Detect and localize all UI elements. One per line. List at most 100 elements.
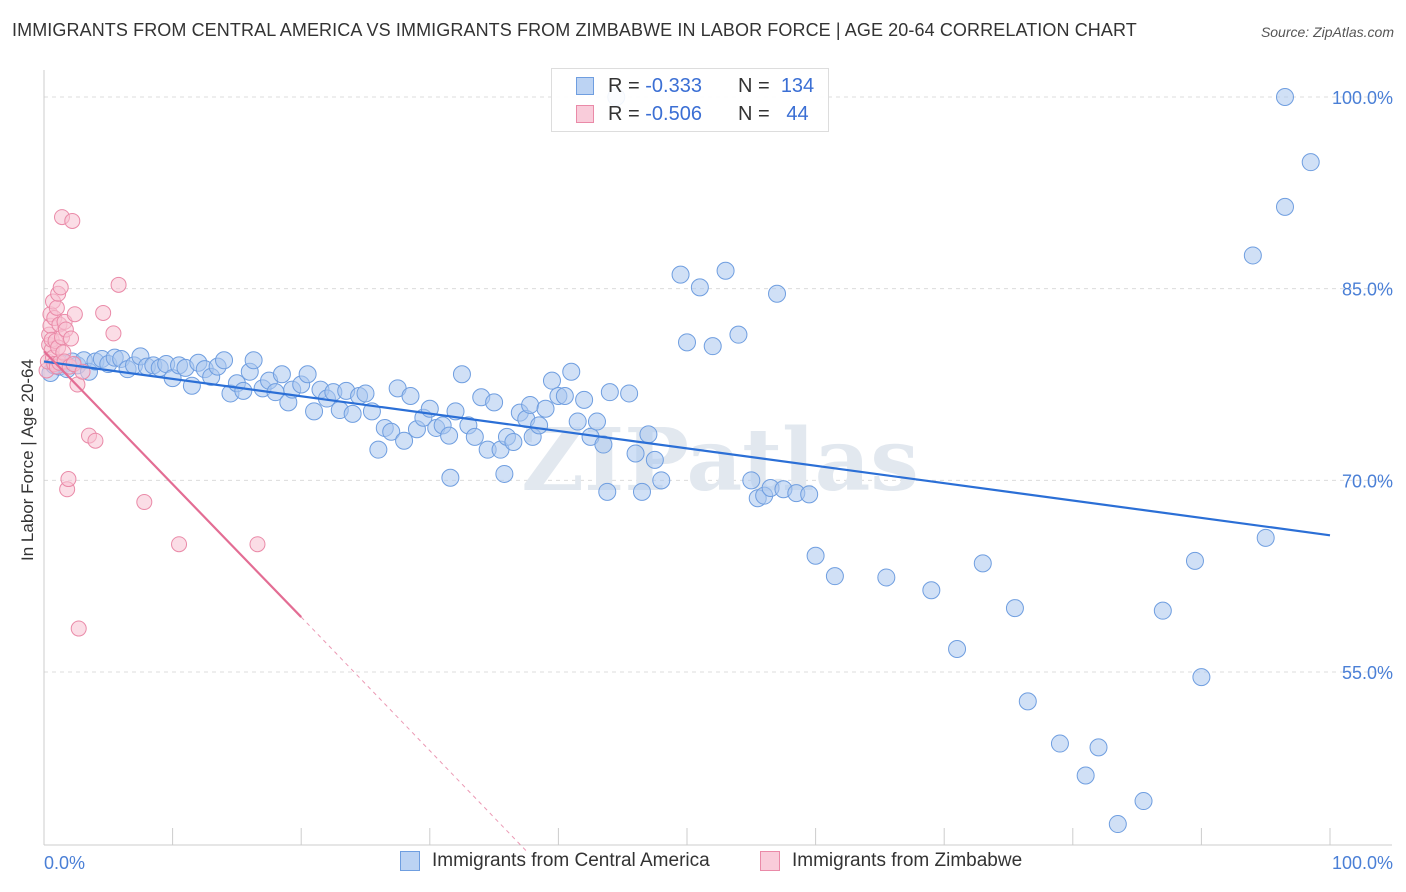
x-tick-label: 100.0% <box>1332 853 1393 873</box>
n-label: N = <box>738 102 770 125</box>
central-america-point <box>1018 692 1037 711</box>
central-america-point <box>1192 668 1211 687</box>
legend-n: N = 44 <box>738 103 809 126</box>
zimbabwe-point <box>48 299 65 316</box>
central-america-point <box>568 412 587 431</box>
y-tick-label: 70.0% <box>1342 471 1393 491</box>
r-value: -0.506 <box>645 102 702 125</box>
central-america-point <box>645 450 664 469</box>
central-america-point <box>620 384 639 403</box>
central-america-point <box>1089 738 1108 757</box>
central-america-point <box>575 390 594 409</box>
legend-r: R = -0.506 <box>608 103 720 126</box>
zimbabwe-point <box>60 471 77 488</box>
central-america-point <box>440 426 459 445</box>
central-america-point <box>639 425 658 444</box>
central-america-point <box>598 482 617 501</box>
n-value: 44 <box>786 102 809 125</box>
central-america-point <box>587 412 606 431</box>
central-america-point <box>703 337 722 356</box>
central-america-point <box>973 554 992 573</box>
central-america-point <box>234 381 253 400</box>
zimbabwe-point <box>63 330 80 347</box>
central-america-point <box>1243 246 1262 265</box>
central-america-point <box>1275 197 1294 216</box>
zimbabwe-point <box>105 325 122 342</box>
central-america-point <box>632 482 651 501</box>
central-america-point <box>382 422 401 441</box>
central-america-point <box>536 399 555 418</box>
legend-label: Immigrants from Zimbabwe <box>792 850 1023 871</box>
legend-item-central-america[interactable]: Immigrants from Central America <box>400 850 710 872</box>
legend-r: R = -0.333 <box>608 75 720 98</box>
central-america-point <box>1005 599 1024 618</box>
central-america-point <box>305 402 324 421</box>
central-america-point <box>948 640 967 658</box>
central-america-point <box>1185 551 1204 570</box>
central-america-point <box>1275 88 1294 106</box>
legend-swatch-blue <box>400 851 420 871</box>
central-america-point <box>465 427 484 446</box>
central-america-point <box>452 365 471 384</box>
central-america-point <box>1050 734 1069 753</box>
watermark: ZIPatlas <box>521 410 919 511</box>
legend-label: Immigrants from Central America <box>432 850 710 871</box>
r-label: R = <box>608 102 640 125</box>
y-tick-label: 85.0% <box>1342 280 1393 300</box>
central-america-point <box>690 278 709 297</box>
central-america-point <box>729 325 748 344</box>
central-america-point <box>530 416 549 435</box>
central-america-point <box>1153 601 1172 620</box>
central-america-point <box>600 383 619 402</box>
y-tick-label: 100.0% <box>1332 88 1393 108</box>
legend-swatch-blue <box>576 77 594 95</box>
zimbabwe-point <box>87 432 104 449</box>
central-america-point <box>768 284 787 303</box>
r-value: -0.333 <box>645 74 702 97</box>
legend-item-zimbabwe[interactable]: Immigrants from Zimbabwe <box>760 850 1022 872</box>
central-america-point <box>401 387 420 405</box>
zimbabwe-point <box>52 279 69 296</box>
central-america-point <box>562 362 581 381</box>
central-america-point <box>1076 766 1095 785</box>
central-america-point <box>298 365 317 384</box>
central-america-point <box>244 351 263 370</box>
central-america-point <box>495 464 514 483</box>
central-america-point <box>441 468 460 487</box>
series-legend: Immigrants from Central America Immigran… <box>0 850 1406 880</box>
zimbabwe-point <box>70 620 87 637</box>
tick-labels: 55.0% 70.0% 85.0% 100.0% 0.0% 100.0% <box>44 88 1393 873</box>
correlation-legend: R = -0.333 N = 134 R = -0.506 N = 44 <box>551 68 829 132</box>
y-axis-title: In Labor Force | Age 20-64 <box>18 359 37 561</box>
r-label: R = <box>608 74 640 97</box>
legend-swatch-pink <box>760 851 780 871</box>
central-america-point <box>626 444 645 463</box>
central-america-point <box>716 261 735 280</box>
central-america-point <box>825 567 844 586</box>
central-america-point <box>369 440 388 459</box>
central-america-point <box>395 431 414 450</box>
central-america-point <box>521 395 540 414</box>
n-label: N = <box>738 74 770 97</box>
zimbabwe-point <box>249 536 266 553</box>
trend-lines <box>43 350 1331 852</box>
central-america-point <box>652 471 671 490</box>
central-america-trend-line <box>43 360 1331 537</box>
zimbabwe-point <box>95 304 112 321</box>
legend-row-central-america: R = -0.333 N = 134 <box>552 72 814 100</box>
central-america-point <box>356 384 375 403</box>
zimbabwe-point <box>110 276 127 293</box>
legend-swatch-pink <box>576 105 594 123</box>
central-america-point <box>1134 792 1153 811</box>
central-america-point <box>343 404 362 423</box>
central-america-point <box>671 265 690 284</box>
central-america-point <box>485 393 504 412</box>
x-tick-label: 0.0% <box>44 853 85 873</box>
central-america-point <box>678 333 696 352</box>
central-america-point <box>215 351 234 370</box>
central-america-point <box>922 581 941 600</box>
central-america-point <box>1108 815 1127 834</box>
central-america-point <box>800 485 819 504</box>
central-america-point <box>877 568 896 587</box>
